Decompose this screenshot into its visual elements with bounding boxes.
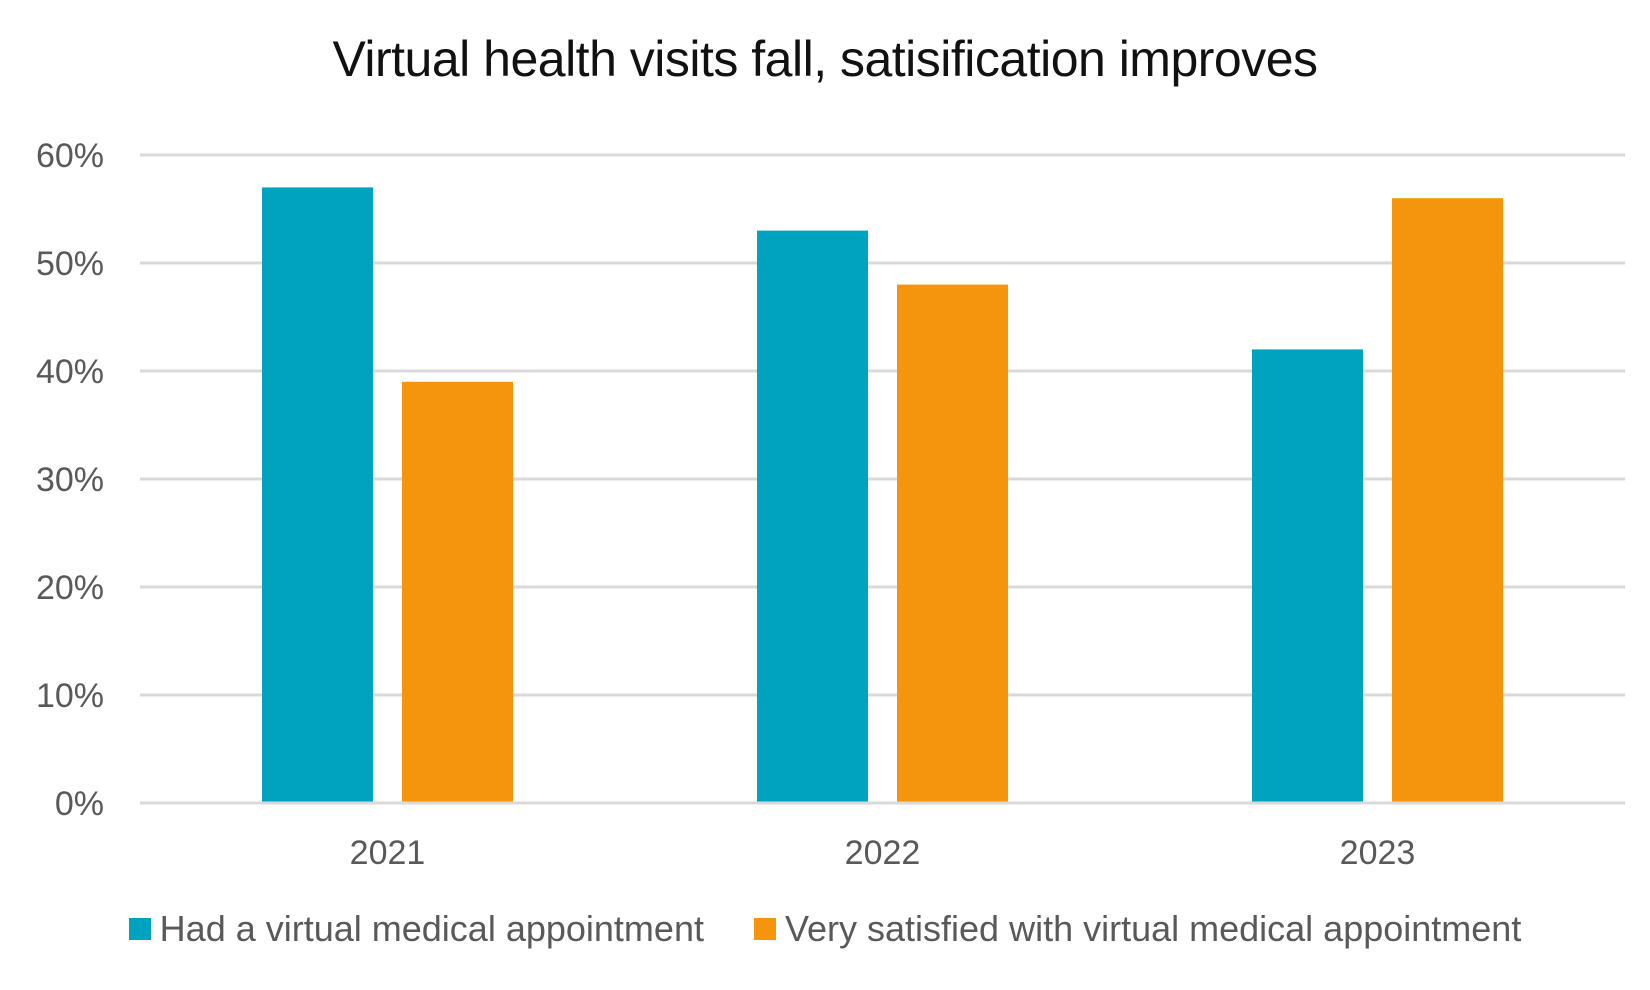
x-tick-label: 2022 — [845, 834, 921, 872]
y-tick-label: 10% — [36, 677, 104, 715]
legend-label: Had a virtual medical appointment — [159, 908, 704, 949]
y-tick-label: 60% — [36, 137, 104, 175]
legend-item-2: Very satisfied with virtual medical appo… — [753, 908, 1522, 950]
bar-2022-series-2 — [897, 284, 1008, 802]
y-tick-label: 20% — [36, 569, 104, 607]
bar-2023-series-2 — [1392, 198, 1503, 802]
legend-item-1: Had a virtual medical appointment — [128, 908, 704, 950]
chart-title: Virtual health visits fall, satisificati… — [332, 31, 1318, 87]
legend-swatch — [128, 918, 151, 940]
bar-2021-series-2 — [402, 381, 513, 802]
x-tick-label: 2021 — [350, 834, 426, 872]
bar-2021-series-1 — [262, 187, 373, 802]
legend-swatch — [753, 918, 776, 940]
bar-2023-series-1 — [1252, 349, 1363, 802]
y-tick-label: 0% — [55, 785, 104, 823]
x-tick-label: 2023 — [1340, 834, 1416, 872]
y-tick-label: 50% — [36, 245, 104, 283]
bar-2022-series-1 — [757, 230, 868, 802]
chart-legend: Had a virtual medical appointment Very sa… — [0, 908, 1650, 950]
legend-label: Very satisfied with virtual medical appo… — [784, 908, 1522, 949]
y-tick-label: 30% — [36, 461, 104, 499]
y-tick-label: 40% — [36, 353, 104, 391]
